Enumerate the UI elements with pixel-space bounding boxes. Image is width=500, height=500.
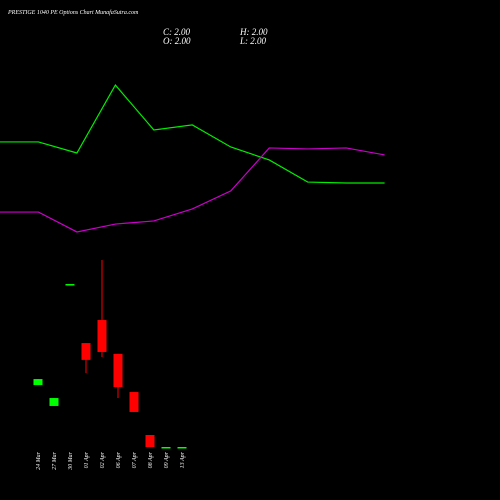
high-label: H: 2.00	[239, 27, 268, 37]
indicator-line	[0, 84, 385, 184]
open-label: O: 2.00	[163, 36, 191, 46]
close-label: C: 2.00	[163, 27, 191, 37]
candle-body	[161, 447, 171, 449]
x-tick-label: 13 Apr	[180, 451, 186, 468]
low-label: L: 2.00	[239, 36, 267, 46]
candle-body	[33, 379, 43, 386]
x-tick-label: 01 Apr	[84, 451, 90, 468]
candle-body	[65, 284, 75, 286]
candle-body	[113, 353, 123, 387]
x-tick-label: 02 Apr	[100, 451, 106, 468]
candle-body	[145, 435, 155, 447]
x-tick-label: 06 Apr	[116, 451, 122, 468]
chart-title: PRESTIGE 1040 PE Options Chart MunafaSut…	[7, 9, 139, 16]
x-tick-label: 08 Apr	[148, 451, 154, 468]
x-tick-label: 09 Apr	[164, 451, 170, 468]
x-tick-label: 27 Mar	[52, 451, 58, 469]
candle-body	[97, 320, 107, 352]
x-tick-label: 24 Mar	[35, 451, 42, 469]
x-tick-label: 30 Mar	[68, 451, 74, 470]
candle-body	[49, 398, 59, 406]
candle-body	[129, 392, 139, 412]
candle-body	[81, 343, 91, 360]
candle-body	[177, 447, 187, 449]
x-tick-label: 07 Apr	[132, 451, 138, 468]
indicator-line	[0, 147, 385, 233]
